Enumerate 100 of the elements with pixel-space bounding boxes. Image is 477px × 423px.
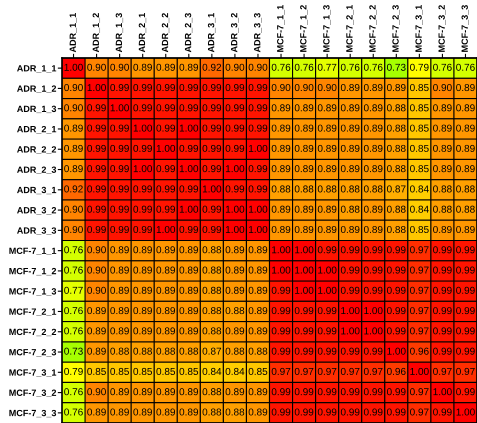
data-label: 1.00 [110,104,129,112]
data-label: 0.88 [156,348,176,355]
data-label: 0.99 [156,165,176,172]
data-label: 0.89 [64,144,83,152]
data-label: 0.99 [87,206,106,213]
data-label: 0.89 [364,144,383,152]
data-label: 0.85 [410,104,429,112]
data-label: 0.99 [87,165,106,172]
data-label: 0.97 [410,286,429,294]
data-label: 0.99 [87,124,106,132]
data-label: 0.89 [64,124,83,132]
data-label: 0.90 [433,84,452,92]
data-label: 0.88 [272,185,290,192]
data-label: 0.89 [364,226,383,234]
data-label: 0.90 [64,84,83,92]
y-tick-label: MCF-7_2_1 [9,308,56,316]
data-label: 1.00 [318,286,336,294]
x-tick-label: MCF-7_1_3 [323,5,331,52]
y-tick-label: MCF-7_1_1 [9,248,56,256]
data-label: 0.89 [226,327,244,334]
data-label: 0.99 [202,165,222,172]
data-label: 0.99 [202,206,222,213]
data-label: 0.99 [110,206,129,213]
data-label: 0.89 [318,165,336,172]
data-label: 0.97 [364,368,382,375]
data-label: 0.99 [456,246,475,254]
data-label: 0.84 [202,368,222,375]
data-label: 0.89 [340,144,360,152]
data-label: 0.89 [110,246,129,254]
data-label: 0.89 [340,165,360,172]
data-label: 0.89 [226,266,244,274]
data-label: 0.89 [133,307,152,314]
data-label: 0.89 [133,64,152,71]
data-label: 0.89 [294,165,314,172]
data-label: 0.88 [386,104,406,112]
data-label: 0.89 [110,266,129,274]
data-label: 1.00 [156,226,176,234]
data-label: 0.89 [386,84,406,92]
data-label: 0.90 [272,84,290,92]
data-label: 0.99 [87,104,106,112]
data-label: 1.00 [180,165,198,172]
data-label: 1.00 [226,226,244,234]
data-label: 0.99 [364,266,383,274]
data-label: 0.89 [433,124,452,132]
data-label: 0.99 [133,84,152,92]
data-label: 0.89 [110,286,129,294]
data-label: 0.89 [318,124,336,132]
data-label: 0.89 [179,266,198,274]
x-tick-label: ADR_3_2 [230,13,238,52]
data-label: 0.88 [340,206,360,213]
data-label: 0.90 [318,84,336,92]
y-tick-label: MCF-7_2_3 [9,348,56,356]
data-label: 0.99 [248,124,268,132]
data-label: 0.89 [456,165,475,172]
x-tick-label: ADR_1_3 [116,13,124,52]
data-label: 0.89 [272,104,290,112]
data-label: 0.85 [133,368,152,375]
data-label: 0.99 [179,226,198,234]
data-label: 0.79 [64,368,83,375]
data-label: 0.99 [318,408,336,416]
data-label: 0.99 [156,84,176,92]
data-label: 1.00 [341,307,360,314]
data-label: 0.88 [202,408,222,416]
data-label: 0.96 [386,368,406,375]
data-label: 0.89 [156,388,176,396]
data-label: 0.99 [364,408,383,416]
data-label: 0.99 [110,165,129,172]
data-label: 0.99 [156,206,176,213]
data-label: 0.99 [179,185,198,192]
data-label: 0.89 [456,226,475,234]
data-label: 0.89 [156,64,176,71]
data-label: 0.88 [340,185,360,192]
data-label: 0.88 [386,124,406,132]
y-tick-label: ADR_2_2 [17,146,56,154]
data-label: 0.89 [456,84,475,92]
data-label: 1.00 [249,206,268,213]
data-label: 0.88 [110,348,129,355]
data-label: 0.90 [87,388,106,396]
data-label: 0.99 [386,266,406,274]
data-label: 0.89 [133,388,152,396]
data-label: 1.00 [318,266,336,274]
data-label: 0.89 [87,408,106,416]
data-label: 0.99 [318,307,336,314]
data-label: 0.89 [248,246,268,254]
data-label: 0.89 [248,327,268,334]
data-label: 0.89 [179,64,198,71]
data-label: 0.97 [410,266,429,274]
data-label: 0.89 [226,388,244,396]
data-label: 0.99 [433,246,452,254]
data-label: 0.99 [340,286,360,294]
data-label: 1.00 [134,124,152,132]
data-label: 0.99 [294,307,314,314]
data-label: 0.88 [202,388,222,396]
x-tick-label: ADR_1_2 [92,13,100,52]
data-label: 0.89 [179,388,198,396]
x-tick-label: MCF-7_1_1 [277,5,284,52]
data-label: 0.99 [272,348,290,355]
data-label: 1.00 [64,64,83,71]
data-label: 1.00 [180,124,198,132]
data-label: 0.99 [386,408,406,416]
